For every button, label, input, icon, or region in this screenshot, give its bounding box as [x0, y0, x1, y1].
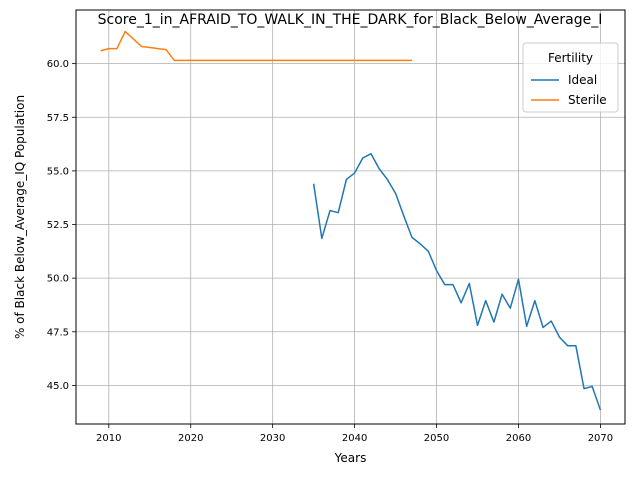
series-line-sterile	[100, 30, 412, 62]
chart-title: Score_1_in_AFRAID_TO_WALK_IN_THE_DARK_fo…	[98, 12, 603, 28]
y-axis-label: % of Black Below_Average_IQ Population	[13, 95, 27, 339]
grid-lines	[76, 10, 625, 424]
y-tick-label: 45.0	[47, 381, 69, 392]
series-line-ideal	[312, 152, 602, 411]
x-tick-label: 2020	[178, 433, 203, 444]
legend-title: Fertility	[548, 51, 593, 65]
legend-items: Ideal Sterile	[531, 73, 607, 107]
y-tick-label: 57.5	[47, 113, 69, 124]
x-tick-label: 2030	[260, 433, 285, 444]
y-tick-label: 52.5	[47, 220, 69, 231]
y-tick-label: 47.5	[47, 327, 69, 338]
x-tick-label: 2010	[96, 433, 121, 444]
series-lines	[100, 30, 602, 411]
x-tick-label: 2070	[588, 433, 613, 444]
x-tick-label: 2040	[342, 433, 367, 444]
legend: Fertility Ideal Sterile	[522, 42, 619, 113]
x-axis-label: Years	[334, 451, 367, 465]
x-tick-label: 2050	[424, 433, 449, 444]
plot-area-frame	[75, 9, 626, 425]
legend-box	[522, 42, 619, 113]
legend-label-ideal: Ideal	[568, 73, 597, 87]
axis-ticks: 2010 2020 2030 2040 2050 2060 2070 45.0 47.5 50.0…	[47, 59, 613, 444]
y-tick-label: 55.0	[47, 166, 69, 177]
legend-label-sterile: Sterile	[568, 93, 607, 107]
y-tick-label: 60.0	[47, 59, 69, 70]
x-tick-label: 2060	[506, 433, 531, 444]
y-tick-label: 50.0	[47, 274, 69, 285]
